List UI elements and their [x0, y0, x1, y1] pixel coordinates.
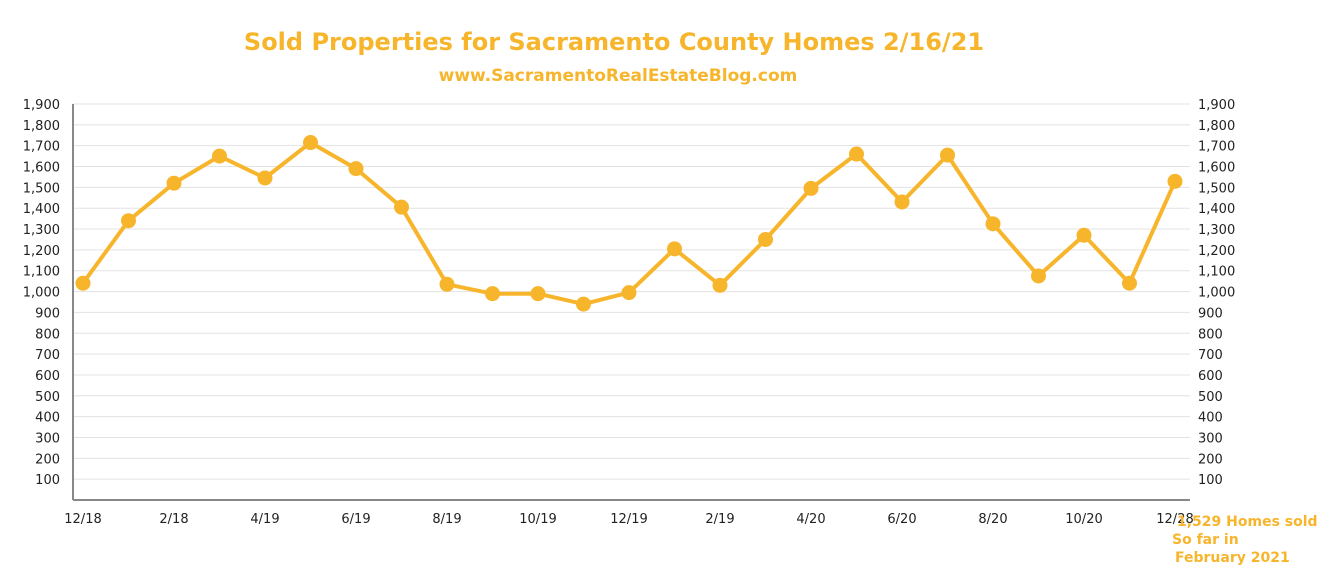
y-tick-label-left: 1,800: [23, 119, 60, 134]
x-tick-label: 4/20: [796, 512, 825, 527]
y-tick-label-left: 500: [35, 390, 60, 405]
y-tick-label-right: 1,500: [1198, 181, 1235, 196]
y-tick-label-left: 1,600: [23, 161, 60, 176]
y-tick-label-left: 100: [35, 473, 60, 488]
data-point: [1167, 173, 1183, 189]
data-point: [621, 285, 637, 301]
x-tick-label: 4/19: [250, 512, 279, 527]
data-point: [439, 276, 455, 292]
x-tick-label: 12/18: [64, 512, 101, 527]
y-tick-label-left: 1,500: [23, 181, 60, 196]
y-tick-label-right: 900: [1198, 306, 1223, 321]
data-point: [75, 275, 91, 291]
data-point: [985, 216, 1001, 232]
y-tick-label-right: 500: [1198, 390, 1223, 405]
data-point: [303, 135, 318, 151]
data-point: [530, 286, 546, 302]
y-tick-label-right: 1,700: [1198, 140, 1235, 155]
y-tick-label-left: 1,000: [23, 286, 60, 301]
y-tick-label-right: 1,900: [1198, 98, 1235, 113]
data-point: [348, 161, 364, 177]
x-tick-label: 8/20: [978, 512, 1007, 527]
y-tick-label-right: 1,100: [1198, 265, 1235, 280]
annotation-line: February 2021: [1175, 550, 1290, 566]
x-tick-label: 8/19: [432, 512, 461, 527]
x-tick-label: 6/20: [887, 512, 916, 527]
y-tick-label-left: 1,300: [23, 223, 60, 238]
series-sold-homes: [75, 135, 1183, 312]
y-tick-label-right: 1,300: [1198, 223, 1235, 238]
data-point: [758, 231, 773, 247]
data-point: [1076, 227, 1092, 243]
y-tick-label-right: 300: [1198, 431, 1223, 446]
y-tick-label-left: 1,200: [23, 244, 60, 259]
y-tick-label-right: 1,800: [1198, 119, 1235, 134]
data-point: [940, 147, 955, 163]
chart-title: Sold Properties for Sacramento County Ho…: [244, 28, 984, 56]
y-tick-label-left: 1,100: [23, 265, 60, 280]
data-point: [576, 296, 591, 312]
data-point: [667, 241, 682, 257]
data-point: [485, 286, 500, 302]
y-tick-label-right: 600: [1198, 369, 1223, 384]
y-tick-label-right: 700: [1198, 348, 1223, 363]
y-tick-label-left: 400: [35, 411, 60, 426]
axes: [72, 104, 1190, 501]
y-tick-label-left: 1,900: [23, 98, 60, 113]
y-tick-label-left: 1,700: [23, 140, 60, 155]
annotation-line: 1,529 Homes sold: [1177, 514, 1318, 530]
x-axis-labels: 12/18 2/18 4/19 6/19 8/19 10/19 12/19 2/19 4/20 6…: [64, 512, 1193, 527]
data-point: [849, 146, 864, 162]
y-tick-label-right: 1,400: [1198, 202, 1235, 217]
x-tick-label: 10/20: [1065, 512, 1102, 527]
data-point: [894, 194, 910, 210]
data-point: [394, 199, 409, 215]
data-point: [121, 213, 136, 229]
data-point: [712, 277, 728, 293]
data-point: [1031, 268, 1046, 284]
y-tick-label-right: 1,200: [1198, 244, 1235, 259]
y-tick-label-left: 200: [35, 452, 60, 467]
y-tick-label-right: 200: [1198, 452, 1223, 467]
y-tick-label-left: 1,400: [23, 202, 60, 217]
y-tick-label-right: 400: [1198, 411, 1223, 426]
x-tick-label: 10/19: [519, 512, 556, 527]
data-point: [166, 175, 182, 191]
y-axis-right-labels: 100 200 300 400 500 600 700 800 900 1,000 1,100 1,2…: [1198, 98, 1235, 488]
y-tick-label-left: 600: [35, 369, 60, 384]
x-tick-label: 6/19: [341, 512, 370, 527]
x-tick-label: 2/18: [159, 512, 188, 527]
chart-subtitle: www.SacramentoRealEstateBlog.com: [439, 66, 798, 86]
y-tick-label-left: 700: [35, 348, 60, 363]
y-axis-left-labels: 100 200 300 400 500 600 700 800 900 1,000 1,100 1,2…: [23, 98, 60, 488]
data-point: [803, 180, 819, 196]
data-point: [212, 148, 227, 164]
y-tick-label-left: 300: [35, 431, 60, 446]
y-tick-label-left: 900: [35, 306, 60, 321]
annotation-feb-2021: 1,529 Homes sold So far in February 2021: [1172, 514, 1318, 566]
gridlines: [73, 103, 1190, 480]
annotation-line: So far in: [1172, 532, 1239, 548]
y-tick-label-left: 800: [35, 327, 60, 342]
x-tick-label: 12/19: [610, 512, 647, 527]
x-tick-label: 2/19: [705, 512, 734, 527]
data-point: [257, 170, 273, 186]
data-point: [1122, 275, 1137, 291]
y-tick-label-right: 1,600: [1198, 161, 1235, 176]
y-tick-label-right: 100: [1198, 473, 1223, 488]
x-tick-label: 12/28: [1156, 512, 1193, 527]
y-tick-label-right: 1,000: [1198, 286, 1235, 301]
y-tick-label-right: 800: [1198, 327, 1223, 342]
